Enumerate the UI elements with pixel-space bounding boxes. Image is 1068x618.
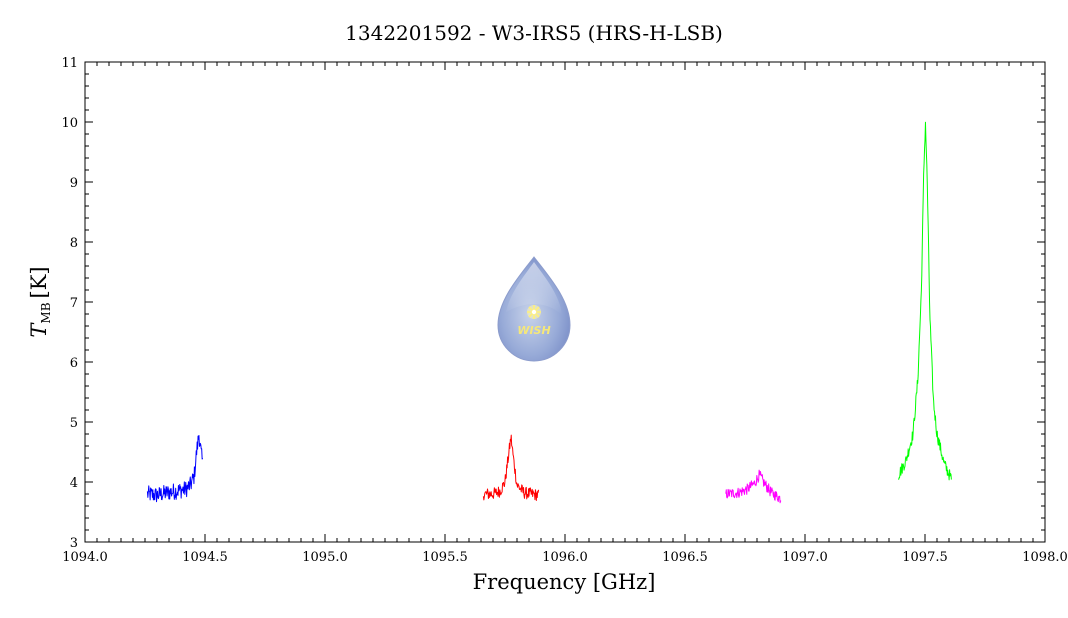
chart-title: 1342201592 - W3-IRS5 (HRS-H-LSB) [345, 21, 723, 45]
y-axis-label-subscript: MB [39, 302, 53, 323]
y-tick-label: 10 [61, 116, 78, 131]
y-tick-label: 8 [70, 236, 78, 251]
x-tick-label: 1097.0 [782, 550, 828, 565]
spectrum-series-3 [725, 469, 782, 504]
star-icon [527, 305, 541, 319]
plot-area [146, 121, 952, 504]
x-axis-label: Frequency [GHz] [473, 570, 656, 594]
spectrum-series-4 [898, 121, 952, 481]
x-tick-label: 1094.5 [182, 550, 228, 565]
axes: 1094.0 1094.5 1095.0 1095.5 1096.0 1096.5 1097… [61, 56, 1067, 565]
y-tick-label: 6 [70, 356, 78, 371]
x-tick-label: 1095.5 [422, 550, 468, 565]
y-axis-label-symbol: T [27, 322, 51, 338]
y-tick-label: 7 [70, 296, 78, 311]
y-tick-label: 4 [70, 476, 78, 491]
y-tick-label: 5 [70, 416, 78, 431]
y-tick-label: 11 [61, 56, 78, 71]
x-tick-label: 1096.5 [662, 550, 708, 565]
x-tick-label: 1096.0 [542, 550, 588, 565]
x-tick-label: 1094.0 [62, 550, 108, 565]
x-tick-label: 1098.0 [1022, 550, 1068, 565]
wish-logo: WISH [497, 256, 571, 362]
y-axis-label-unit: [K] [27, 266, 51, 298]
y-tick-label: 3 [70, 536, 78, 551]
y-tick-label: 9 [70, 176, 78, 191]
spectrum-series-2 [482, 434, 540, 502]
svg-text:TMB[K]: TMB [K] [27, 266, 53, 337]
logo-text: WISH [517, 324, 550, 337]
x-tick-label: 1097.5 [902, 550, 948, 565]
y-axis-label: TMB [K] [27, 266, 53, 337]
spectrum-series-1 [146, 435, 204, 503]
x-tick-label: 1095.0 [302, 550, 348, 565]
